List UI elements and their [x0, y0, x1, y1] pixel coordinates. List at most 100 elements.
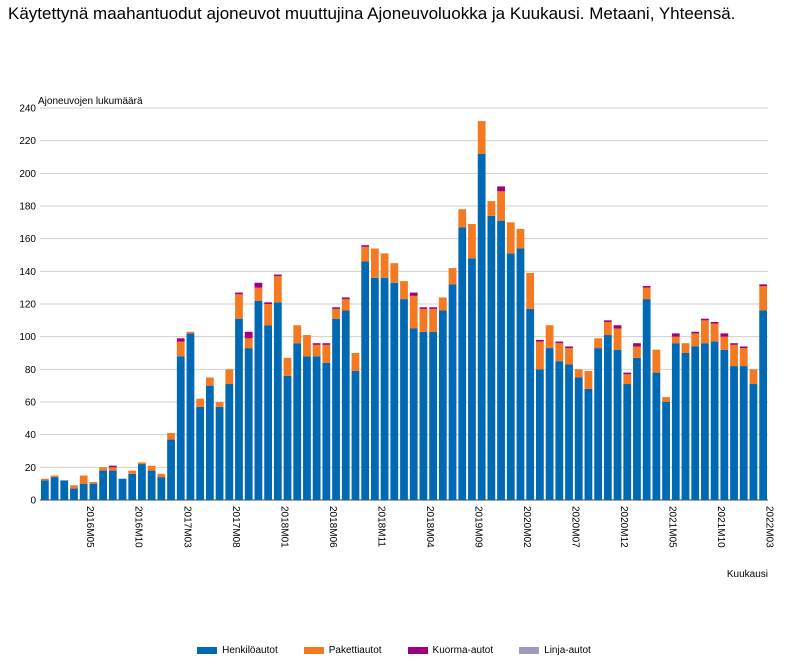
bar-segment[interactable]	[419, 307, 428, 309]
bar-segment[interactable]	[108, 467, 117, 471]
bar-segment[interactable]	[526, 308, 535, 500]
bar-segment[interactable]	[351, 370, 360, 500]
bar-segment[interactable]	[50, 475, 59, 478]
bar-segment[interactable]	[671, 333, 680, 337]
bar-segment[interactable]	[691, 333, 700, 347]
bar-segment[interactable]	[167, 439, 175, 500]
bar-segment[interactable]	[380, 253, 389, 278]
bar-segment[interactable]	[613, 328, 622, 350]
bar-segment[interactable]	[429, 331, 438, 500]
bar-segment[interactable]	[235, 292, 243, 295]
bar-segment[interactable]	[759, 284, 768, 287]
bar-segment[interactable]	[671, 336, 680, 344]
bar-segment[interactable]	[419, 331, 428, 500]
bar-segment[interactable]	[701, 343, 709, 500]
bar-segment[interactable]	[613, 325, 622, 329]
bar-segment[interactable]	[438, 310, 447, 500]
bar-segment[interactable]	[710, 341, 719, 500]
bar-segment[interactable]	[448, 268, 457, 285]
bar-segment[interactable]	[506, 253, 515, 500]
bar-segment[interactable]	[555, 361, 564, 500]
bar-segment[interactable]	[147, 465, 156, 471]
bar-segment[interactable]	[739, 346, 748, 349]
bar-segment[interactable]	[545, 325, 554, 349]
bar-segment[interactable]	[371, 277, 379, 500]
bar-segment[interactable]	[322, 343, 331, 345]
bar-segment[interactable]	[303, 356, 311, 500]
bar-segment[interactable]	[477, 153, 486, 501]
bar-segment[interactable]	[701, 318, 709, 321]
bar-segment[interactable]	[662, 402, 670, 500]
bar-segment[interactable]	[555, 341, 564, 344]
bar-segment[interactable]	[341, 299, 350, 311]
bar-segment[interactable]	[681, 343, 690, 353]
bar-segment[interactable]	[89, 483, 98, 500]
bar-segment[interactable]	[70, 488, 78, 500]
bar-segment[interactable]	[710, 321, 719, 324]
bar-segment[interactable]	[613, 349, 622, 500]
bar-segment[interactable]	[138, 464, 146, 500]
bar-segment[interactable]	[623, 374, 632, 385]
bar-segment[interactable]	[225, 384, 234, 500]
bar-segment[interactable]	[40, 478, 49, 481]
bar-segment[interactable]	[303, 335, 311, 357]
bar-segment[interactable]	[429, 307, 438, 309]
bar-segment[interactable]	[390, 263, 399, 283]
bar-segment[interactable]	[506, 222, 515, 254]
bar-segment[interactable]	[574, 369, 583, 378]
bar-segment[interactable]	[176, 341, 185, 357]
bar-segment[interactable]	[264, 304, 272, 326]
bar-segment[interactable]	[99, 470, 107, 500]
bar-segment[interactable]	[642, 287, 651, 300]
bar-segment[interactable]	[565, 348, 573, 365]
bar-segment[interactable]	[623, 384, 632, 500]
bar-segment[interactable]	[186, 331, 195, 334]
bar-segment[interactable]	[603, 321, 612, 336]
bar-segment[interactable]	[273, 274, 282, 277]
bar-segment[interactable]	[157, 473, 166, 478]
bar-segment[interactable]	[332, 308, 340, 319]
bar-segment[interactable]	[691, 346, 700, 500]
bar-segment[interactable]	[215, 402, 224, 407]
bar-segment[interactable]	[235, 318, 243, 500]
bar-segment[interactable]	[487, 201, 496, 216]
bar-segment[interactable]	[555, 343, 564, 362]
bar-segment[interactable]	[652, 349, 661, 373]
bar-segment[interactable]	[361, 261, 370, 500]
bar-segment[interactable]	[40, 480, 49, 500]
bar-segment[interactable]	[89, 482, 98, 484]
bar-segment[interactable]	[468, 223, 476, 259]
bar-segment[interactable]	[584, 370, 593, 389]
bar-segment[interactable]	[574, 377, 583, 501]
bar-segment[interactable]	[526, 272, 535, 309]
bar-segment[interactable]	[652, 372, 661, 500]
bar-segment[interactable]	[429, 308, 438, 332]
bar-segment[interactable]	[312, 356, 321, 500]
bar-segment[interactable]	[409, 328, 418, 501]
bar-segment[interactable]	[312, 343, 321, 345]
bar-segment[interactable]	[623, 372, 632, 375]
bar-segment[interactable]	[720, 349, 729, 500]
bar-segment[interactable]	[60, 480, 69, 500]
bar-segment[interactable]	[361, 245, 370, 247]
bar-segment[interactable]	[633, 343, 641, 347]
bar-segment[interactable]	[603, 335, 612, 500]
bar-segment[interactable]	[701, 320, 709, 344]
bar-segment[interactable]	[186, 333, 195, 500]
bar-segment[interactable]	[642, 299, 651, 500]
bar-segment[interactable]	[691, 331, 700, 334]
bar-segment[interactable]	[176, 338, 185, 342]
bar-segment[interactable]	[341, 310, 350, 500]
bar-segment[interactable]	[70, 485, 78, 489]
bar-segment[interactable]	[157, 477, 166, 500]
bar-segment[interactable]	[332, 307, 340, 309]
bar-segment[interactable]	[254, 300, 263, 500]
bar-segment[interactable]	[196, 406, 205, 500]
bar-segment[interactable]	[633, 357, 641, 500]
bar-segment[interactable]	[633, 346, 641, 358]
bar-segment[interactable]	[244, 331, 253, 339]
bar-segment[interactable]	[293, 325, 302, 344]
bar-segment[interactable]	[273, 276, 282, 303]
bar-segment[interactable]	[244, 348, 253, 500]
bar-segment[interactable]	[497, 186, 505, 192]
